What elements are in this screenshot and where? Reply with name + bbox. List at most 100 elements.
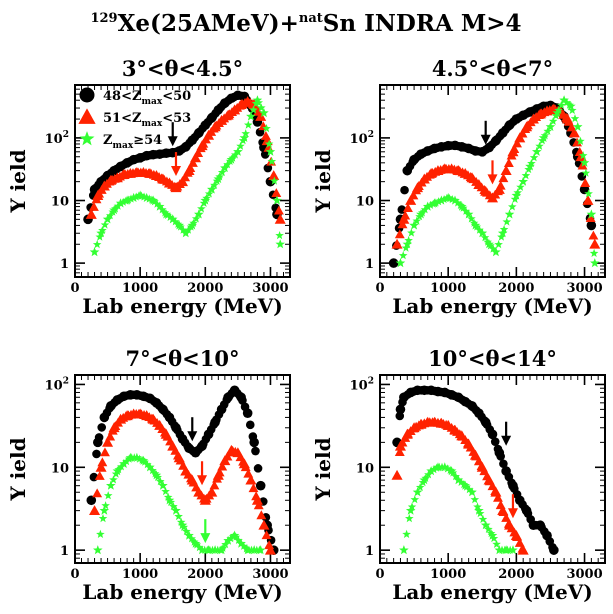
data-point	[549, 545, 559, 555]
data-point	[235, 99, 247, 110]
data-point	[486, 529, 496, 538]
data-point	[115, 198, 126, 208]
arrow-head	[170, 166, 181, 177]
data-point	[264, 544, 276, 555]
data-point	[397, 219, 408, 229]
data-point	[416, 209, 426, 219]
data-point	[200, 120, 211, 130]
data-point	[157, 173, 169, 184]
data-point	[98, 180, 110, 191]
data-point	[403, 203, 413, 213]
data-point	[255, 110, 267, 121]
data-point	[242, 408, 253, 418]
data-point	[407, 502, 417, 511]
y-axis-label: Y ield	[6, 437, 30, 501]
data-point	[169, 502, 178, 511]
data-point	[244, 120, 253, 129]
data-point	[108, 422, 120, 433]
data-point	[245, 474, 257, 485]
x-tick-label: 3000	[252, 281, 288, 296]
data-point	[497, 228, 508, 238]
data-point	[167, 214, 178, 224]
title-projectile: Xe(25AMeV)+	[118, 10, 299, 37]
data-point	[575, 151, 587, 162]
data-point	[273, 205, 284, 215]
data-point	[483, 474, 495, 485]
data-point	[425, 167, 437, 178]
legend-marker	[78, 108, 96, 124]
data-point	[429, 416, 441, 427]
data-point	[229, 385, 240, 396]
data-point	[264, 139, 274, 148]
data-point	[113, 201, 123, 210]
data-point	[487, 429, 498, 440]
data-point	[585, 213, 596, 222]
data-point	[171, 505, 181, 515]
y-tick-label: 10	[356, 195, 374, 210]
x-axis-label: Lab energy (MeV)	[82, 580, 282, 604]
data-point	[256, 510, 267, 520]
data-point	[514, 495, 525, 506]
data-point	[460, 480, 470, 490]
data-point	[92, 240, 102, 249]
data-point	[457, 201, 467, 211]
y-axis-label: Y ield	[311, 437, 335, 501]
data-point	[223, 535, 233, 545]
y-tick-label: 1	[60, 257, 69, 272]
data-point	[572, 137, 582, 147]
data-point	[234, 535, 243, 544]
x-tick-label: 1000	[122, 281, 158, 296]
data-point	[252, 95, 263, 105]
legend-marker	[79, 87, 95, 103]
data-point	[180, 465, 192, 476]
data-point	[160, 428, 172, 439]
data-point	[154, 201, 165, 211]
arrow-head	[501, 435, 512, 446]
series-green	[93, 452, 266, 555]
data-point	[512, 138, 522, 148]
data-point	[222, 109, 234, 120]
data-point	[187, 158, 198, 167]
x-tick-label: 1000	[122, 567, 158, 582]
chart-panel-3: 7°<θ<10° 0 1000 2000 3000 1 10 102 Lab energy (M…	[6, 346, 291, 604]
series-green	[395, 95, 600, 268]
data-point	[232, 447, 244, 458]
data-point	[450, 195, 460, 205]
legend: 48<Zmax<50 51<Zmax<53 Zmax≥54	[78, 87, 191, 151]
data-point	[501, 466, 511, 476]
data-point	[580, 178, 591, 187]
data-point	[426, 466, 436, 476]
arrow-head	[200, 533, 211, 544]
data-point	[217, 461, 228, 471]
data-point	[497, 128, 508, 138]
data-point	[499, 459, 508, 469]
data-point	[249, 105, 258, 114]
data-point	[170, 182, 182, 193]
chart-panel-2: 4.5°<θ<7° 0 1000 2000 3000 1 10 102 Lab energy (…	[311, 56, 606, 318]
data-point	[97, 423, 107, 432]
data-point	[521, 121, 533, 132]
data-point	[407, 228, 416, 237]
data-point	[470, 495, 480, 504]
data-point	[399, 392, 409, 403]
x-tick-label: 0	[375, 281, 384, 296]
data-point	[443, 140, 453, 151]
chart-panel-4: 10°<θ<14° 0 1000 2000 3000 1 10 102 Lab energy (…	[311, 346, 606, 604]
data-point	[251, 446, 260, 456]
x-tick-label: 3000	[252, 567, 288, 582]
data-point	[581, 168, 591, 177]
data-point	[226, 154, 237, 164]
data-point	[176, 517, 186, 526]
data-point	[443, 464, 452, 473]
data-point	[411, 182, 424, 193]
data-point	[492, 539, 501, 548]
data-point	[554, 105, 563, 115]
data-point	[134, 408, 146, 419]
data-point	[145, 194, 154, 203]
data-point	[242, 96, 254, 107]
data-point	[527, 113, 539, 124]
panel-title: 4.5°<θ<7°	[432, 56, 553, 81]
data-point	[388, 258, 399, 268]
data-area	[391, 385, 559, 555]
arrow-head	[507, 508, 518, 519]
